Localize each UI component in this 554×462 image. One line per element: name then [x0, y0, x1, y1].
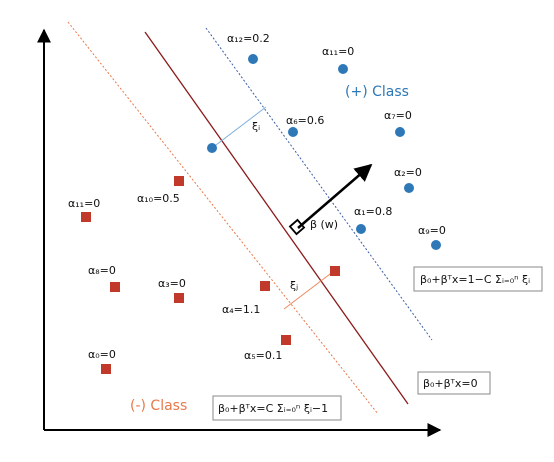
beta-arrow — [297, 163, 373, 229]
negative-margin-equation: β₀+βᵀx=C Σᵢ₌₀ⁿ ξᵢ−1 — [212, 395, 342, 421]
svg-text:β₀+βᵀx=1−C Σᵢ₌₀ⁿ ξᵢ: β₀+βᵀx=1−C Σᵢ₌₀ⁿ ξᵢ — [420, 273, 530, 286]
alpha-label: α₁=0.8 — [354, 205, 392, 218]
alpha-label: α₆=0.6 — [286, 114, 324, 127]
negative-points — [81, 176, 340, 374]
positive-margin-equation: β₀+βᵀx=1−C Σᵢ₌₀ⁿ ξᵢ — [413, 266, 543, 292]
hyperplane-line — [144, 31, 409, 405]
positive-point — [338, 64, 348, 74]
negative-point — [281, 335, 291, 345]
positive-point — [431, 240, 441, 250]
negative-point — [260, 281, 270, 291]
negative-point — [174, 293, 184, 303]
positive-point — [248, 54, 258, 64]
negative-margin-line — [67, 21, 379, 415]
negative-class-label: (-) Class — [130, 398, 187, 414]
alpha-label: α₈=0 — [88, 264, 116, 277]
alpha-label: α₉=0 — [418, 224, 446, 237]
svg-text:β₀+βᵀx=0: β₀+βᵀx=0 — [423, 377, 478, 390]
positive-point — [356, 224, 366, 234]
negative-point — [174, 176, 184, 186]
negative-point — [101, 364, 111, 374]
alpha-label: α₁₂=0.2 — [227, 32, 270, 45]
positive-points — [207, 54, 441, 250]
positive-class-label: (+) Class — [345, 84, 409, 100]
hyperplane-equation: β₀+βᵀx=0 — [417, 371, 491, 395]
positive-point — [288, 127, 298, 137]
positive-point — [207, 143, 217, 153]
alpha-label: α₃=0 — [158, 277, 186, 290]
beta-label: β (w) — [310, 218, 338, 231]
svg-text:β₀+βᵀx=C Σᵢ₌₀ⁿ ξᵢ−1: β₀+βᵀx=C Σᵢ₌₀ⁿ ξᵢ−1 — [218, 402, 328, 415]
positive-margin-line — [205, 27, 433, 341]
alpha-label: α₇=0 — [384, 109, 412, 122]
alpha-label: α₁₁=0 — [68, 197, 100, 210]
alpha-label: α₄=1.1 — [222, 303, 260, 316]
right-angle-marker — [288, 218, 306, 236]
negative-point — [330, 266, 340, 276]
alpha-label: α₀=0 — [88, 348, 116, 361]
slack-line-positive — [211, 106, 267, 149]
slack-line-negative — [283, 270, 335, 310]
alpha-label: α₁₀=0.5 — [137, 192, 180, 205]
negative-point — [110, 282, 120, 292]
positive-point — [395, 127, 405, 137]
positive-point — [404, 183, 414, 193]
alpha-label: α₁₁=0 — [322, 45, 354, 58]
alpha-label: α₅=0.1 — [244, 349, 282, 362]
xi-positive-label: ξᵢ — [252, 120, 260, 133]
alpha-label: α₂=0 — [394, 166, 422, 179]
xi-negative-label: ξⱼ — [290, 279, 298, 292]
negative-point — [81, 212, 91, 222]
